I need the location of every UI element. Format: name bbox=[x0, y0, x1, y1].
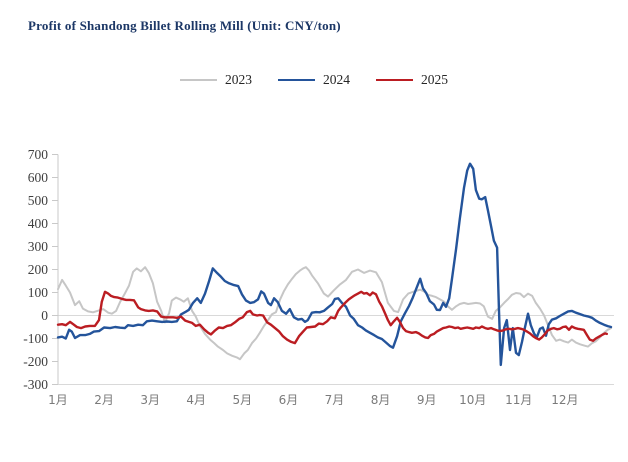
y-tick-label: 400 bbox=[28, 216, 49, 231]
legend-item-2025: 2025 bbox=[376, 72, 448, 88]
x-tick-label: 11月 bbox=[505, 393, 532, 407]
x-tick-label: 8月 bbox=[371, 393, 391, 407]
series-line-2025 bbox=[56, 290, 608, 345]
x-tick-label: 7月 bbox=[325, 393, 345, 407]
y-tick-label: 200 bbox=[28, 262, 49, 277]
x-tick-label: 5月 bbox=[232, 393, 252, 407]
chart-title: Profit of Shandong Billet Rolling Mill (… bbox=[28, 18, 341, 33]
legend-item-2024: 2024 bbox=[278, 72, 350, 88]
legend-label-2024: 2024 bbox=[323, 72, 350, 87]
y-tick-label: -100 bbox=[23, 331, 48, 346]
y-tick-label: 100 bbox=[28, 285, 49, 300]
y-tick-label: 700 bbox=[28, 147, 49, 162]
y-tick-label: 0 bbox=[41, 308, 48, 323]
legend-item-2023: 2023 bbox=[180, 72, 252, 88]
x-tick-label: 9月 bbox=[417, 393, 437, 407]
x-tick-label: 1月 bbox=[48, 393, 68, 407]
legend-swatch-2023 bbox=[180, 79, 217, 81]
x-tick-label: 12月 bbox=[551, 393, 578, 407]
chart-legend: 2023 2024 2025 bbox=[0, 72, 628, 88]
y-tick-label: 500 bbox=[28, 193, 49, 208]
legend-swatch-2024 bbox=[278, 79, 315, 81]
legend-swatch-2025 bbox=[376, 79, 413, 81]
y-tick-label: -300 bbox=[23, 377, 48, 392]
y-tick-label: 600 bbox=[28, 170, 49, 185]
x-tick-label: 10月 bbox=[459, 393, 486, 407]
legend-label-2023: 2023 bbox=[225, 72, 252, 87]
y-tick-label: -200 bbox=[23, 354, 48, 369]
series-line-2023 bbox=[57, 266, 612, 361]
legend-label-2025: 2025 bbox=[421, 72, 448, 87]
x-tick-label: 3月 bbox=[140, 393, 160, 407]
series-line-2024 bbox=[56, 162, 613, 367]
x-tick-label: 2月 bbox=[94, 393, 114, 407]
y-tick-label: 300 bbox=[28, 239, 49, 254]
x-tick-label: 4月 bbox=[186, 393, 206, 407]
x-tick-label: 6月 bbox=[279, 393, 299, 407]
